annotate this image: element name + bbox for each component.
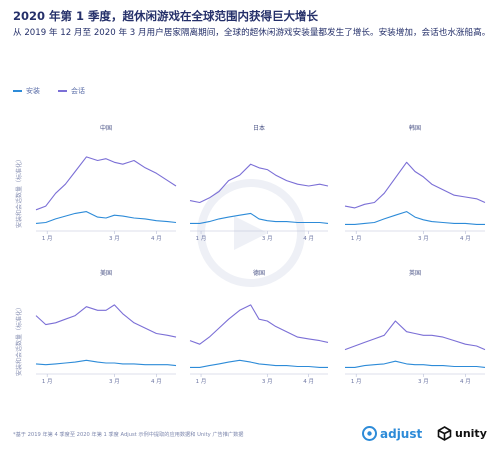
x-tick-label: 1 月: [196, 235, 207, 242]
series-line-installs: [190, 212, 329, 224]
panel-title: 英国: [409, 269, 421, 277]
legend-swatch-sessions: [58, 90, 67, 92]
x-tick-label: 3 月: [109, 378, 120, 385]
x-tick-label: 3 月: [262, 235, 273, 242]
panel-title: 韩国: [409, 124, 421, 132]
x-tick-label: 4 月: [151, 235, 162, 242]
series-line-installs: [345, 211, 485, 225]
series-line-installs: [345, 360, 486, 368]
x-tick-label: 1 月: [196, 378, 207, 385]
legend-label-sessions: 会话: [71, 87, 85, 95]
x-tick-label: 3 月: [109, 235, 120, 242]
x-tick-label: 3 月: [418, 378, 429, 385]
series-line-sessions: [344, 161, 486, 209]
x-tick-label: 1 月: [351, 378, 362, 385]
unity-logo-icon: [437, 426, 452, 441]
legend-label-installs: 安装: [26, 87, 40, 95]
x-tick-label: 1 月: [42, 235, 53, 242]
series-line-sessions: [35, 156, 177, 211]
series-line-sessions: [189, 163, 329, 204]
panel-title: 美国: [100, 269, 112, 277]
x-tick-label: 1 月: [351, 235, 362, 242]
series-line-sessions: [35, 304, 177, 338]
legend-item-installs: 安装: [13, 86, 40, 96]
panel-title: 日本: [253, 124, 265, 132]
series-line-sessions: [344, 320, 486, 351]
x-tick-label: 4 月: [151, 378, 162, 385]
x-tick-label: 4 月: [460, 378, 471, 385]
x-tick-label: 1 月: [42, 378, 53, 385]
x-tick-label: 3 月: [262, 378, 273, 385]
series-line-installs: [190, 359, 328, 368]
page-title: 2020 年第 1 季度，超休闲游戏在全球范围内获得巨大增长: [13, 9, 319, 23]
legend-swatch-installs: [13, 90, 22, 92]
x-tick-label: 4 月: [460, 235, 471, 242]
x-tick-label: 3 月: [418, 235, 429, 242]
unity-logo: unity: [437, 426, 487, 441]
adjust-logo-text: adjust: [380, 426, 423, 441]
x-tick-label: 4 月: [303, 235, 314, 242]
unity-logo-text: unity: [455, 427, 487, 440]
panel-title: 德国: [253, 269, 265, 277]
x-tick-label: 4 月: [303, 378, 314, 385]
panel-title: 中国: [100, 124, 112, 132]
legend: 安装 会话: [13, 86, 85, 96]
series-line-sessions: [189, 304, 329, 345]
adjust-logo: adjust: [362, 426, 422, 441]
footnote: *基于 2019 年第 4 季度至 2020 年第 1 季度 Adjust 示例…: [13, 432, 244, 438]
series-line-installs: [35, 359, 177, 367]
page-subtitle: 从 2019 年 12 月至 2020 年 3 月用户居家隔离期间，全球的超休闲…: [13, 28, 491, 38]
series-line-installs: [35, 211, 177, 224]
legend-item-sessions: 会话: [58, 86, 85, 96]
adjust-logo-icon: [362, 426, 377, 441]
